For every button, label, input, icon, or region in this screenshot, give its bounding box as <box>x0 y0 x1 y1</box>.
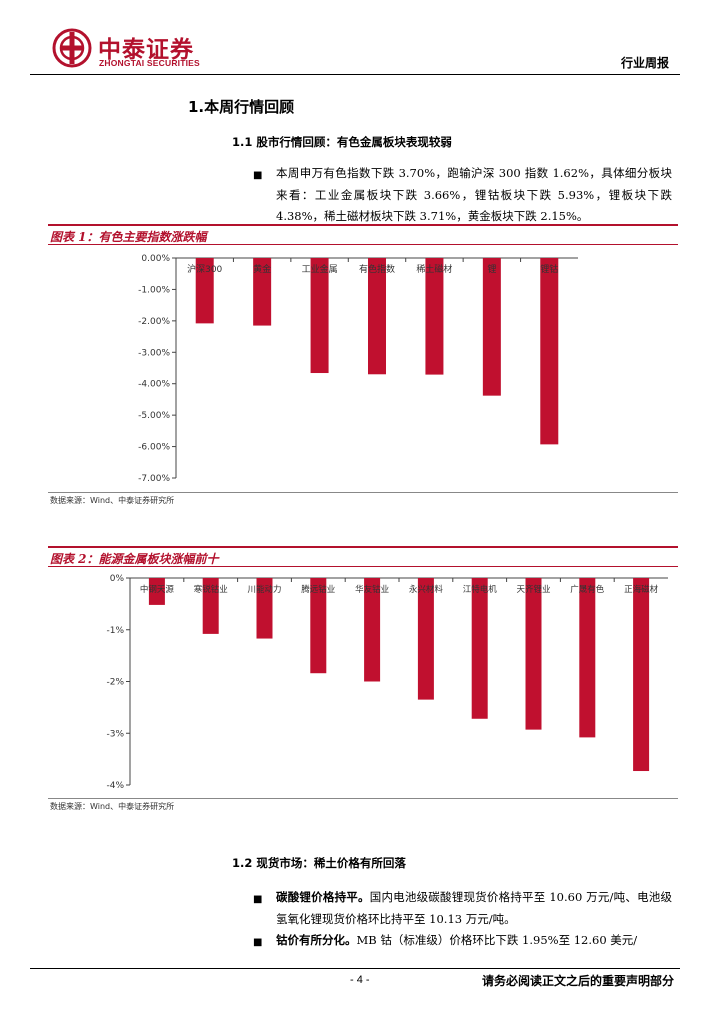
figure2-source: 数据来源：Wind、中泰证券研究所 <box>50 802 175 811</box>
y-tick-label: 0% <box>110 574 125 584</box>
chart-index-change: 0.00% -1.00% -2.00% -3.00% -4.00% -5.00% -6.00… <box>138 254 578 484</box>
bar <box>253 258 272 326</box>
bar <box>525 578 542 730</box>
section-title: 1.本周行情回顾 <box>188 98 295 116</box>
bar <box>425 258 444 375</box>
bar <box>540 258 559 445</box>
bar <box>482 258 501 396</box>
chart-energy-metals: 0% -1% -2% -3% -4% 中钢天源 寒锐钴业 川能动力 腾远钴业 华友钴业 永兴材料 江特… <box>106 574 668 791</box>
category-label: 锂 <box>487 263 496 275</box>
bar <box>471 578 488 719</box>
bar <box>310 578 327 674</box>
category-label: 黄金 <box>253 263 271 275</box>
category-label: 中钢天源 <box>140 584 175 595</box>
bar <box>368 258 386 375</box>
category-label: 沪深300 <box>187 263 222 275</box>
y-tick-label: -3.00% <box>138 348 170 358</box>
bar <box>633 578 650 772</box>
category-label: 华友钴业 <box>355 584 389 595</box>
category-label: 天齐锂业 <box>516 584 550 595</box>
bullet-icon: ■ <box>253 937 263 948</box>
spot-item-lithium: 碳酸锂价格持平。国内电池级碳酸锂现货价格持平至 10.60 万元/吨、电池级氢氧… <box>276 887 672 930</box>
figure-top-rule <box>48 546 678 548</box>
figure-title-rule <box>48 566 678 567</box>
category-label: 江特电机 <box>463 584 498 595</box>
y-tick-label: -6.00% <box>138 443 170 453</box>
y-tick-label: -5.00% <box>138 411 170 421</box>
logo-english: ZHONGTAI SECURITIES <box>99 58 200 68</box>
category-label: 寒锐钴业 <box>194 584 228 595</box>
bullet-icon: ■ <box>253 170 263 181</box>
spot-item-cobalt: 钴价有所分化。MB 钴（标准级）价格环比下跌 1.95%至 12.60 美元/ <box>276 930 672 952</box>
bar <box>202 578 219 634</box>
category-label: 锂钴 <box>540 263 558 275</box>
category-label: 永兴材料 <box>409 584 444 595</box>
bar <box>579 578 596 738</box>
spot-item-cobalt-text: MB 钴（标准级）价格环比下跌 1.95%至 12.60 美元/ <box>356 933 638 947</box>
y-tick-label: -1% <box>106 626 124 636</box>
category-label: 有色指数 <box>359 263 395 275</box>
logo-chinese: 中泰证券 <box>98 37 194 63</box>
y-tick-label: -2.00% <box>138 317 170 327</box>
spot-item-lithium-text: 国内电池级碳酸锂现货价格持平至 10.60 万元/吨、电池级氢氧化锂现货价格环比… <box>276 890 673 926</box>
y-tick-label: -2% <box>106 678 124 688</box>
bar <box>256 578 273 639</box>
bar <box>364 578 381 682</box>
logo-icon <box>52 28 92 68</box>
summary-paragraph: 本周申万有色指数下跌 3.70%，跑输沪深 300 指数 1.62%，具体细分板… <box>276 166 672 223</box>
y-tick-label: -4.00% <box>138 380 170 390</box>
figure-title-rule <box>48 244 678 245</box>
bar <box>417 578 434 700</box>
category-label: 正海磁材 <box>624 584 659 595</box>
footer-divider <box>30 968 680 969</box>
report-type: 行业周报 <box>620 56 669 70</box>
y-tick-label: 0.00% <box>141 254 170 264</box>
header-divider <box>30 74 680 75</box>
category-label: 稀土磁材 <box>416 263 452 275</box>
bullet-icon: ■ <box>253 894 263 905</box>
page-number: - 4 - <box>350 974 370 986</box>
bar <box>148 578 165 605</box>
figure-bottom-rule <box>48 798 678 799</box>
subsection-title: 1.2 现货市场：稀土价格有所回落 <box>232 856 406 870</box>
y-tick-label: -3% <box>106 729 124 739</box>
category-label: 腾远钴业 <box>301 584 335 595</box>
category-label: 工业金属 <box>302 263 338 275</box>
spot-item-lithium-lead: 碳酸锂价格持平。 <box>276 890 370 904</box>
category-label: 广晟有色 <box>570 584 605 595</box>
category-label: 川能动力 <box>247 584 281 595</box>
bar <box>195 258 214 324</box>
subsection-title: 1.1 股市行情回顾：有色金属板块表现较弱 <box>232 135 452 149</box>
spot-item-cobalt-lead: 钴价有所分化。 <box>276 933 357 947</box>
y-tick-label: -1.00% <box>138 285 170 295</box>
bar <box>310 258 329 374</box>
figure-top-rule <box>48 224 678 226</box>
y-tick-label: -7.00% <box>138 474 170 484</box>
figure-bottom-rule <box>48 492 678 493</box>
figure2-title: 图表 2：能源金属板块涨幅前十 <box>50 552 219 566</box>
y-tick-label: -4% <box>106 781 124 791</box>
figure1-title: 图表 1：有色主要指数涨跌幅 <box>50 230 207 244</box>
figure1-source: 数据来源：Wind、中泰证券研究所 <box>50 496 175 505</box>
disclaimer: 请务必阅读正文之后的重要声明部分 <box>481 974 674 988</box>
